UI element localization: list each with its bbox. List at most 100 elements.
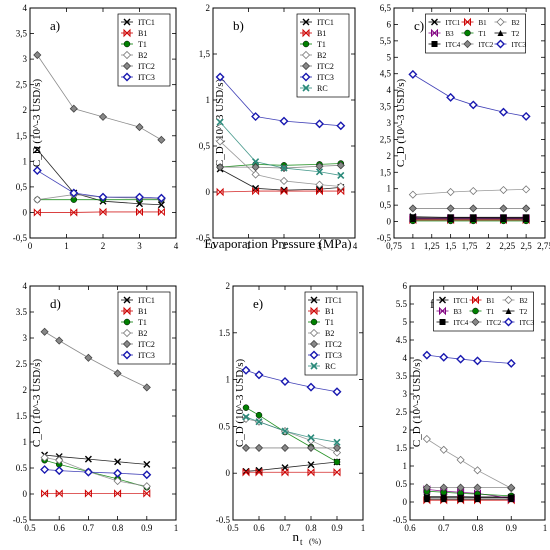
- data-point: [157, 207, 165, 217]
- y-tick-label: 1: [23, 437, 28, 447]
- chart-panel-d: 0.5 0.6 0.7 0.8 0.9 1 -0.5 0 0.5 1 1.5 2 2.5 3 3.5 4 C_D…: [13, 281, 179, 533]
- data-point: [54, 466, 64, 476]
- legend-item-b3: B3: [428, 28, 454, 38]
- legend-label: ITC3: [138, 351, 155, 360]
- data-point: [306, 443, 316, 452]
- legend-item-itc2: ITC2: [300, 61, 334, 71]
- legend-label: B1: [317, 29, 326, 38]
- series-itc3: [32, 166, 166, 203]
- legend-item-b1: B1: [121, 306, 147, 316]
- legend-label: ITC3: [317, 73, 334, 82]
- legend-marker: [310, 306, 318, 316]
- legend-label: B2: [317, 51, 326, 60]
- data-point: [473, 356, 482, 366]
- legend-marker: [504, 317, 513, 327]
- data-point: [522, 185, 531, 194]
- data-point: [456, 354, 466, 364]
- legend-item-itc3: ITC3: [121, 350, 155, 360]
- legend-label: B1: [138, 307, 147, 316]
- y-tick-label: 4: [23, 281, 28, 291]
- legend-marker: [122, 50, 132, 60]
- data-point: [33, 195, 42, 204]
- data-point: [255, 418, 263, 426]
- legend-marker: [464, 17, 471, 27]
- legend-item-b2: B2: [308, 328, 334, 338]
- data-point: [252, 158, 260, 166]
- x-tick-label: 2,75: [537, 241, 550, 251]
- data-point: [469, 204, 478, 213]
- legend: ITC1 B1 B2 B3 T1 T2 ITC4 ITC2 ITC3: [433, 291, 535, 332]
- x-tick-label: 1: [543, 523, 548, 533]
- y-tick-label: 2: [403, 425, 408, 435]
- data-point: [83, 467, 93, 477]
- legend-label: T1: [138, 40, 147, 49]
- legend-item-rc: RC: [300, 84, 328, 93]
- legend-label: B2: [520, 297, 529, 305]
- legend-marker: [302, 40, 310, 48]
- data-point: [216, 187, 224, 197]
- x-tick-label: 0: [28, 241, 33, 251]
- x-tick-label: 3: [137, 241, 142, 251]
- data-point: [474, 494, 481, 501]
- x-tick-label: 0.9: [331, 523, 343, 533]
- x-tick-label: 2,5: [521, 241, 533, 251]
- data-point: [254, 443, 264, 452]
- legend-item-b1: B1: [308, 306, 334, 316]
- data-point: [254, 370, 264, 380]
- legend-marker: [310, 318, 318, 326]
- data-point: [241, 443, 251, 452]
- data-point: [281, 427, 289, 435]
- data-point: [280, 376, 290, 386]
- legend-label: ITC3: [512, 41, 527, 49]
- legend-item-t1: T1: [121, 40, 147, 49]
- legend-box: [425, 13, 526, 54]
- y-axis-label: C_D (10^-3 USD/s): [234, 359, 246, 448]
- legend-label: RC: [317, 84, 328, 93]
- data-point: [337, 171, 345, 180]
- y-tick-label: 1: [206, 95, 211, 105]
- data-point: [114, 458, 122, 466]
- y-tick-label: 2.5: [396, 407, 408, 417]
- x-tick-label: 2: [486, 241, 491, 251]
- y-tick-label: 0.5: [219, 421, 231, 431]
- data-point: [216, 118, 224, 126]
- y-tick-label: 1,5: [380, 167, 392, 177]
- legend-item-itc4: ITC4: [428, 41, 461, 49]
- panel-label: c): [414, 18, 424, 33]
- legend: ITC1 B1 T1 B2 ITC2 ITC3 RC: [296, 13, 350, 98]
- legend-label: T2: [512, 30, 520, 38]
- data-point: [55, 489, 63, 498]
- data-point: [98, 192, 108, 202]
- data-point: [280, 186, 288, 196]
- x-tick-label: 4: [353, 241, 358, 251]
- legend-item-b3: B3: [436, 306, 462, 316]
- y-tick-label: 2: [206, 3, 211, 13]
- y-tick-label: 4: [403, 353, 408, 363]
- y-tick-label: -0.5: [393, 515, 408, 525]
- y-tick-label: 2.5: [16, 359, 28, 369]
- data-point: [84, 353, 93, 362]
- series-itc2: [33, 50, 166, 144]
- data-point: [473, 466, 482, 475]
- series-line: [37, 170, 162, 199]
- series-itc1: [41, 451, 151, 468]
- y-tick-label: 0: [23, 489, 28, 499]
- data-point: [40, 453, 49, 462]
- bottom-xlabel-unit: (%): [309, 537, 321, 546]
- data-point: [439, 445, 448, 454]
- data-point: [316, 186, 323, 196]
- legend-marker: [439, 306, 446, 316]
- bottom-xlabel-subscript: t: [300, 537, 303, 547]
- series-itc3: [408, 69, 531, 121]
- y-tick-label: 2: [23, 385, 28, 395]
- x-tick-label: 1: [174, 523, 179, 533]
- x-tick-label: 2,25: [499, 241, 515, 251]
- data-point: [523, 214, 530, 221]
- data-point: [469, 186, 478, 196]
- legend-label: ITC2: [487, 319, 502, 327]
- y-tick-label: 0: [403, 497, 408, 507]
- legend-marker: [439, 296, 446, 304]
- legend-item-t1: T1: [121, 318, 147, 327]
- y-tick-label: 4.5: [396, 335, 408, 345]
- legend-item-itc1: ITC1: [428, 18, 461, 27]
